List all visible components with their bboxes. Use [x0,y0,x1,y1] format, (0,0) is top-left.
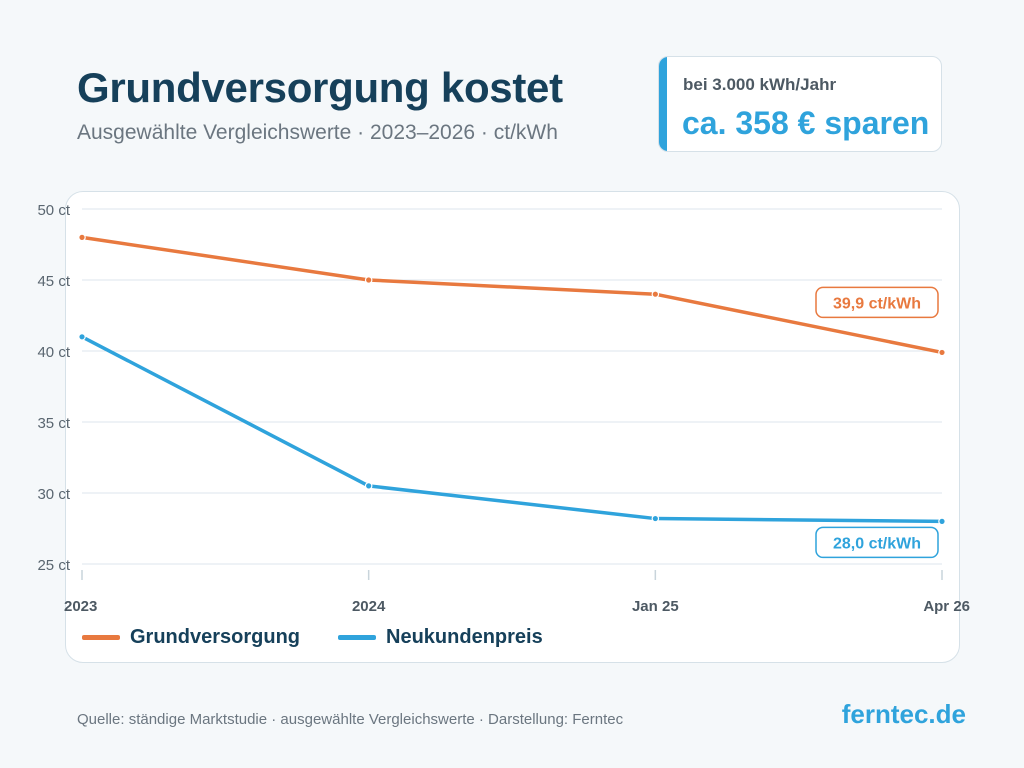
series-line-neukundenpreis [80,335,944,524]
end-label-box [815,526,939,559]
legend-label: Grundversorgung [130,626,301,648]
data-point[interactable] [938,348,946,357]
data-point[interactable] [78,233,86,242]
callout-consumption: bei 3.000 kWh/Jahr [683,75,837,94]
page-subtitle: Ausgewählte Vergleichswerte · 2023–2026 … [77,121,558,144]
end-label-neukundenpreis: 28,0 ct/kWh [815,526,939,559]
data-point[interactable] [651,514,660,523]
y-tick-label: 35 ct [37,415,70,432]
legend-label: Neukundenpreis [386,626,543,648]
x-tick-label: 2024 [352,598,386,615]
series-line-grundversorgung [80,235,944,355]
callout-savings: ca. 358 € sparen [682,105,930,141]
data-point[interactable] [364,482,373,490]
end-label-text: 28,0 ct/kWh [833,535,921,552]
end-label-text: 39,9 ct/kWh [833,295,921,312]
data-point[interactable] [364,276,373,284]
x-tick-label: Jan 25 [632,598,679,615]
chart-series [78,233,946,526]
legend-swatch [338,635,377,640]
legend-item-grundversorgung[interactable]: Grundversorgung [82,626,300,649]
y-tick-label: 40 ct [37,344,70,361]
y-tick-label: 30 ct [37,486,70,503]
end-label-box [815,286,939,319]
y-tick-label: 50 ct [37,202,70,219]
chart-axis-ticks: 25 ct 30 ct 35 ct 40 ct 45 ct 50 ct 2023 2024 Ja… [37,202,970,615]
chart-card [65,191,960,663]
data-point[interactable] [78,332,86,341]
data-point[interactable] [938,517,946,526]
legend-swatch [82,635,120,640]
callout-accent-bar [659,57,667,151]
y-tick-label: 25 ct [37,557,70,574]
savings-callout: bei 3.000 kWh/Jahr ca. 358 € sparen [658,56,942,152]
page-title: Grundversorgung kostet [77,64,563,111]
data-point[interactable] [651,290,660,299]
end-label-grundversorgung: 39,9 ct/kWh [815,286,939,319]
brand-logo-text[interactable]: ferntec.de [841,699,966,729]
x-tick-label: 2023 [64,598,97,615]
x-tick-label: Apr 26 [923,598,970,615]
y-tick-label: 45 ct [37,273,70,290]
legend-item-neukundenpreis[interactable]: Neukundenpreis [338,626,543,649]
source-note: Quelle: ständige Marktstudie · ausgewähl… [77,711,624,728]
chart-legend: Grundversorgung Neukundenpreis [82,626,581,649]
chart-grid [82,208,942,565]
chart-end-labels: 39,9 ct/kWh 28,0 ct/kWh [815,286,939,559]
